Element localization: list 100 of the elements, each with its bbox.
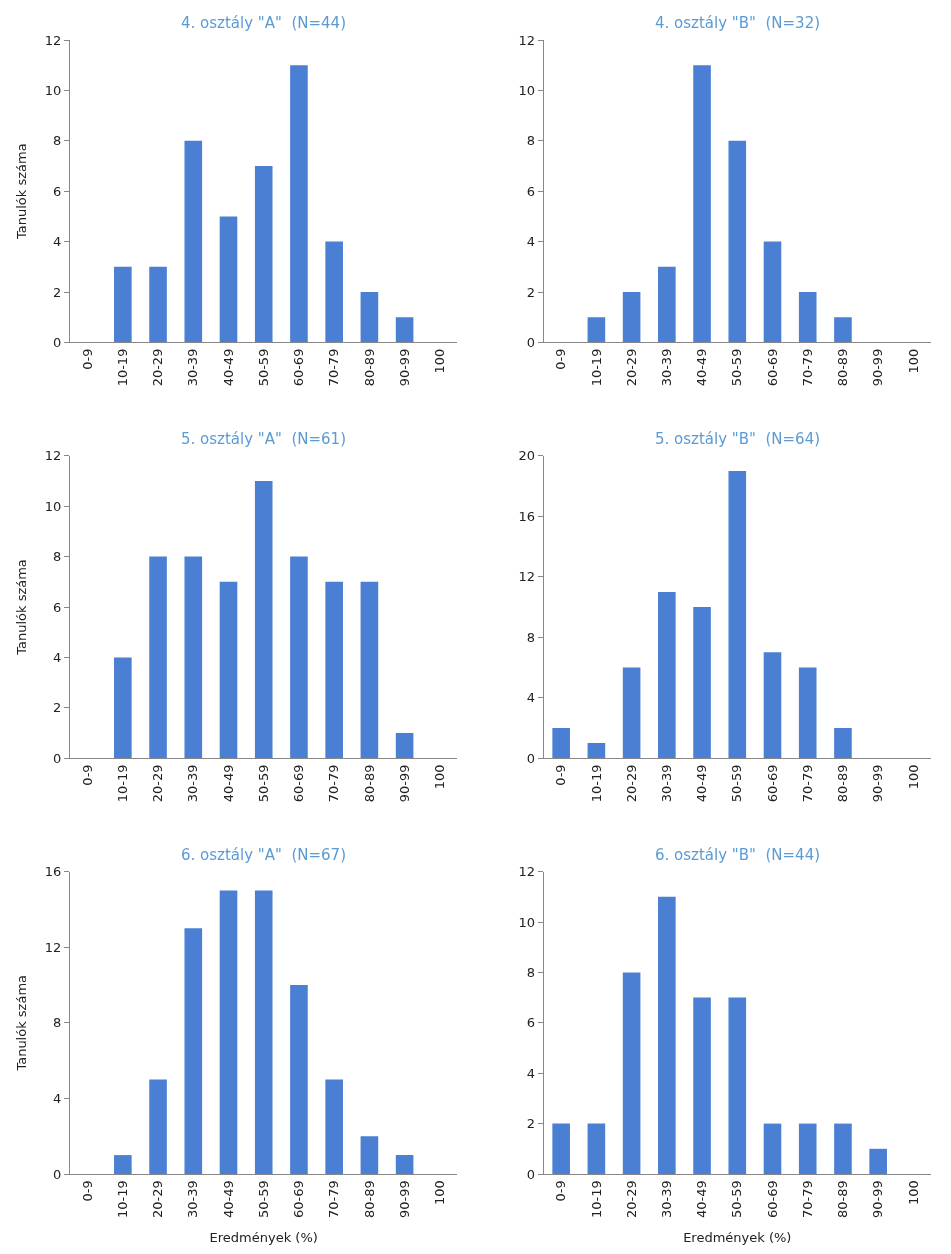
x-tick-label: 90-99	[870, 1180, 886, 1218]
y-tick-label: 4	[53, 234, 62, 250]
x-tick-label: 10-19	[115, 348, 131, 387]
y-tick-label: 6	[53, 183, 62, 199]
bar	[395, 1155, 414, 1174]
bar	[798, 292, 817, 343]
bar	[834, 1123, 852, 1174]
x-tick-label: 0-9	[553, 348, 569, 370]
y-tick-label: 6	[53, 599, 62, 615]
y-tick-label: 4	[526, 690, 535, 706]
x-tick-label: 100	[905, 348, 921, 374]
bar	[728, 997, 747, 1174]
x-tick-label: 60-69	[764, 764, 780, 803]
x-tick-label: 90-99	[870, 348, 886, 387]
bar	[254, 890, 273, 1174]
x-tick-label: 40-49	[220, 1180, 236, 1218]
bar	[693, 997, 711, 1174]
x-tick-label: 60-69	[291, 1180, 307, 1218]
y-tick-label: 2	[53, 284, 62, 300]
x-tick-label: 70-79	[326, 1180, 342, 1218]
chart-title: 5. osztály "A" (N=61)	[181, 430, 347, 448]
bar	[834, 317, 852, 343]
x-tick-label: 100	[432, 764, 448, 790]
bar	[693, 65, 711, 343]
y-tick-label: 16	[44, 864, 62, 880]
x-tick-label: 10-19	[115, 1180, 131, 1218]
x-tick-label: 50-59	[255, 1180, 271, 1218]
y-axis-title: Tanulók száma	[13, 559, 29, 656]
x-tick-label: 0-9	[79, 764, 95, 786]
y-tick-label: 0	[526, 750, 535, 766]
x-tick-label: 90-99	[396, 1180, 412, 1218]
bar	[693, 607, 711, 759]
bar	[395, 317, 414, 343]
y-tick-label: 12	[44, 448, 62, 464]
y-tick-label: 2	[53, 700, 62, 716]
bar	[798, 667, 817, 759]
x-tick-label: 70-79	[326, 764, 342, 803]
x-tick-label: 50-59	[729, 348, 745, 387]
x-tick-label: 70-79	[799, 348, 815, 387]
bar	[149, 266, 167, 343]
y-tick-label: 10	[44, 498, 62, 514]
x-tick-label: 100	[905, 1180, 921, 1206]
bar	[290, 65, 308, 343]
bar	[219, 581, 238, 759]
bar	[728, 140, 747, 343]
bar	[290, 556, 308, 759]
bar	[114, 266, 132, 343]
x-tick-label: 40-49	[220, 764, 236, 803]
chart-title: 4. osztály "B" (N=32)	[655, 14, 821, 32]
y-tick-label: 8	[53, 549, 62, 565]
x-tick-label: 100	[905, 764, 921, 790]
x-tick-label: 40-49	[694, 1180, 710, 1218]
x-tick-label: 80-89	[835, 764, 851, 803]
x-tick-label: 20-29	[150, 348, 166, 387]
x-tick-label: 0-9	[553, 764, 569, 786]
x-tick-label: 30-39	[659, 764, 675, 803]
bar	[360, 292, 379, 343]
x-tick-label: 60-69	[764, 1180, 780, 1218]
y-tick-label: 12	[518, 569, 535, 585]
y-tick-label: 2	[526, 284, 535, 300]
y-tick-label: 12	[518, 864, 535, 880]
x-tick-label: 100	[432, 348, 448, 374]
x-tick-label: 80-89	[835, 348, 851, 387]
bar	[360, 581, 379, 759]
x-tick-label: 0-9	[79, 348, 95, 370]
x-tick-label: 20-29	[150, 1180, 166, 1218]
y-tick-label: 0	[53, 750, 62, 766]
y-tick-label: 6	[526, 183, 535, 199]
y-tick-label: 2	[526, 1116, 535, 1132]
x-tick-label: 40-49	[694, 764, 710, 803]
y-tick-label: 4	[53, 1090, 62, 1106]
bar	[763, 1123, 782, 1174]
x-tick-label: 20-29	[150, 764, 166, 803]
x-tick-label: 80-89	[361, 764, 377, 803]
bar	[869, 1148, 887, 1174]
y-tick-label: 10	[518, 82, 535, 98]
x-tick-label: 50-59	[729, 1180, 745, 1218]
y-tick-label: 16	[518, 508, 535, 524]
x-axis-title: Eredmények (%)	[209, 1229, 318, 1245]
bar	[763, 652, 782, 759]
x-tick-label: 40-49	[694, 348, 710, 387]
x-tick-label: 10-19	[115, 764, 131, 803]
x-tick-label: 40-49	[220, 348, 236, 387]
x-tick-label: 0-9	[553, 1180, 569, 1202]
bar	[254, 166, 273, 343]
bar	[149, 1079, 167, 1174]
y-tick-label: 0	[53, 1166, 62, 1182]
y-axis-title: Tanulók száma	[13, 143, 29, 241]
bar	[219, 890, 238, 1174]
y-tick-label: 10	[518, 914, 535, 930]
x-tick-label: 80-89	[361, 1180, 377, 1218]
x-tick-label: 50-59	[729, 764, 745, 803]
y-tick-label: 12	[44, 32, 62, 48]
y-tick-label: 10	[44, 82, 62, 98]
x-tick-label: 10-19	[588, 1180, 604, 1218]
bar	[395, 733, 414, 759]
bar	[587, 743, 606, 759]
bar	[290, 985, 308, 1174]
x-tick-label: 0-9	[79, 1180, 95, 1202]
y-tick-label: 8	[526, 629, 535, 645]
